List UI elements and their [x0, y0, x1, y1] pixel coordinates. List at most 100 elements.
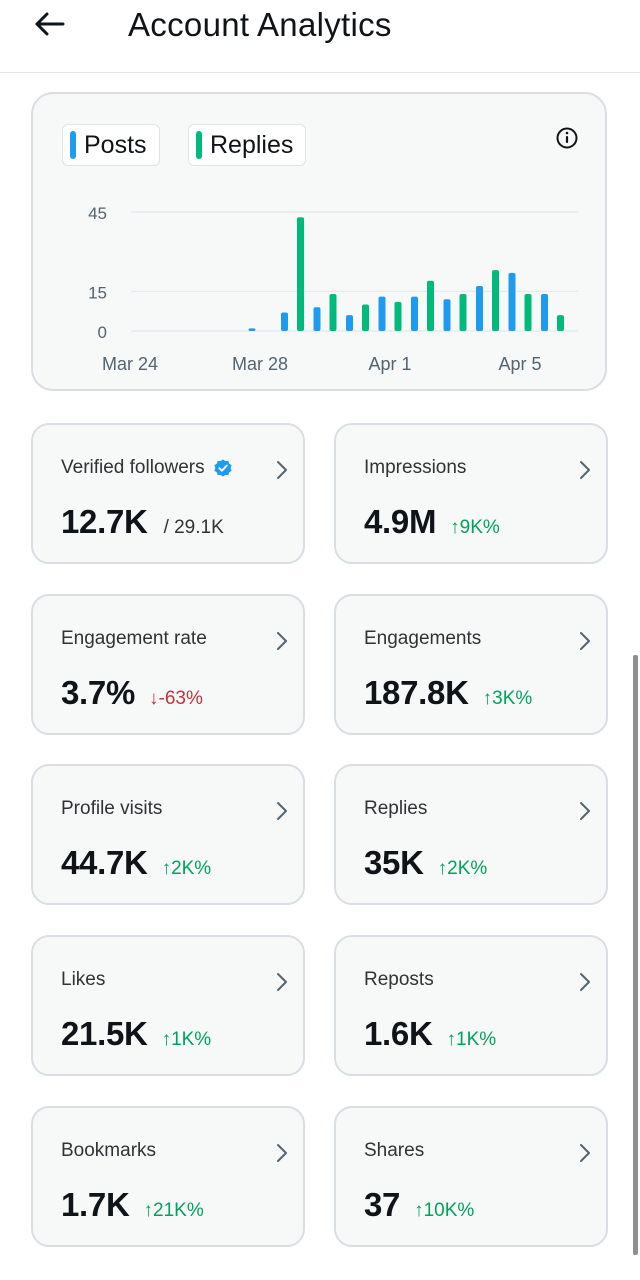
- bar-posts: [313, 307, 321, 331]
- bar-posts: [248, 328, 256, 331]
- verified-badge-icon: [213, 459, 232, 477]
- bar-posts: [378, 296, 386, 331]
- stat-card-engagement-rate[interactable]: Engagement rate 3.7% ↓-63%: [31, 594, 305, 735]
- trend-up-icon: ↑: [437, 858, 448, 879]
- stat-row: 44.7K ↑2K%: [61, 844, 211, 882]
- stat-change: ↑9K%: [450, 517, 500, 538]
- page-title: Account Analytics: [128, 6, 392, 43]
- x-tick-label: Apr 1: [368, 354, 411, 374]
- bar-replies: [492, 270, 499, 331]
- stat-label: Likes: [61, 969, 106, 990]
- stat-label: Shares: [364, 1140, 425, 1161]
- activity-bar-chart: 0 15 45 Mar 24 Mar 28 Apr 1 Apr 5: [88, 204, 578, 374]
- stat-card-verified-followers[interactable]: Verified followers 12.7K / 29.1K: [31, 423, 305, 564]
- x-tick-label: Mar 24: [102, 354, 158, 374]
- stat-row: 37 ↑10K%: [364, 1186, 474, 1224]
- bar-replies: [557, 315, 564, 331]
- chevron-right-icon: [277, 461, 287, 479]
- stat-card-likes[interactable]: Likes 21.5K ↑1K%: [31, 935, 305, 1076]
- stat-label: Verified followers: [61, 457, 233, 479]
- stat-label: Engagement rate: [61, 628, 207, 649]
- stat-label: Engagements: [364, 628, 482, 649]
- trend-up-icon: ↑: [161, 1029, 172, 1050]
- stat-value: 1.7K: [61, 1186, 130, 1223]
- stat-card-impressions[interactable]: Impressions 4.9M ↑9K%: [334, 423, 608, 564]
- stat-row: 21.5K ↑1K%: [61, 1015, 211, 1053]
- x-tick-label: Apr 5: [498, 354, 541, 374]
- y-tick-label: 0: [98, 323, 107, 342]
- trend-up-icon: ↑: [446, 1029, 457, 1050]
- posts-swatch: [70, 131, 76, 159]
- stat-label: Impressions: [364, 457, 467, 478]
- stat-value: 3.7%: [61, 674, 136, 711]
- stat-value: 187.8K: [364, 674, 469, 711]
- stat-card-shares[interactable]: Shares 37 ↑10K%: [334, 1106, 608, 1247]
- trend-up-icon: ↑: [414, 1200, 424, 1221]
- stat-card-bookmarks[interactable]: Bookmarks 1.7K ↑21K%: [31, 1106, 305, 1247]
- stat-change: ↓-63%: [149, 688, 203, 709]
- bar-replies: [459, 293, 467, 331]
- legend-replies[interactable]: Replies: [188, 124, 306, 166]
- stat-row: 4.9M ↑9K%: [364, 503, 500, 541]
- stat-change: ↑10K%: [414, 1200, 475, 1221]
- legend-posts[interactable]: Posts: [62, 124, 160, 166]
- bar-posts: [476, 286, 483, 331]
- stat-row: 35K ↑2K%: [364, 844, 487, 882]
- stat-card-profile-visits[interactable]: Profile visits 44.7K ↑2K%: [31, 764, 305, 905]
- bar-replies: [297, 217, 304, 331]
- chevron-right-icon: [277, 1144, 287, 1162]
- bar-replies: [524, 293, 532, 331]
- stat-change: ↑3K%: [482, 688, 533, 709]
- stat-row: 1.6K ↑1K%: [364, 1015, 496, 1053]
- stat-label: Replies: [364, 798, 428, 819]
- bar-posts: [346, 315, 353, 331]
- stat-change: ↑2K%: [161, 858, 212, 879]
- chart-card: 0 15 45 Mar 24 Mar 28 Apr 1 Apr 5 Posts Replie…: [31, 92, 607, 391]
- stat-value: 12.7K: [61, 503, 148, 540]
- y-tick-label: 15: [88, 283, 107, 302]
- stat-value: 37: [364, 1186, 401, 1223]
- stat-value: 1.6K: [364, 1015, 433, 1052]
- stat-card-engagements[interactable]: Engagements 187.8K ↑3K%: [334, 594, 608, 735]
- trend-up-icon: ↑: [143, 1200, 154, 1221]
- stat-card-replies[interactable]: Replies 35K ↑2K%: [334, 764, 608, 905]
- app-header: Account Analytics: [0, 0, 640, 73]
- bar-replies: [394, 301, 402, 331]
- info-icon[interactable]: [555, 126, 579, 150]
- stat-row: 1.7K ↑21K%: [61, 1186, 204, 1224]
- stat-row: 3.7% ↓-63%: [61, 674, 203, 712]
- chevron-right-icon: [580, 802, 590, 820]
- chevron-right-icon: [580, 461, 590, 479]
- stat-card-reposts[interactable]: Reposts 1.6K ↑1K%: [334, 935, 608, 1076]
- chevron-right-icon: [277, 632, 287, 650]
- bar-posts: [541, 293, 548, 331]
- legend-replies-label: Replies: [210, 130, 294, 159]
- chevron-right-icon: [580, 632, 590, 650]
- back-button[interactable]: [30, 4, 70, 44]
- stat-label-text: Verified followers: [61, 457, 205, 478]
- trend-up-icon: ↑: [161, 858, 172, 879]
- bar-replies: [362, 304, 369, 331]
- chevron-right-icon: [580, 1144, 590, 1162]
- x-tick-label: Mar 28: [232, 354, 288, 374]
- stat-label: Bookmarks: [61, 1140, 157, 1161]
- stat-change: ↑21K%: [143, 1200, 204, 1221]
- scrollbar[interactable]: [633, 655, 638, 1255]
- bar-posts: [508, 272, 516, 331]
- chevron-right-icon: [277, 973, 287, 991]
- arrow-left-icon: [35, 12, 65, 36]
- legend-posts-label: Posts: [84, 130, 147, 159]
- bar-posts: [411, 296, 418, 331]
- bar-posts: [281, 312, 288, 331]
- stat-label: Reposts: [364, 969, 434, 990]
- stat-value: 21.5K: [61, 1015, 148, 1052]
- stat-row: 187.8K ↑3K%: [364, 674, 532, 712]
- bar-posts: [443, 299, 451, 331]
- stat-value: 4.9M: [364, 503, 437, 540]
- trend-up-icon: ↑: [482, 688, 493, 709]
- stat-value: 44.7K: [61, 844, 148, 881]
- y-tick-label: 45: [88, 204, 107, 223]
- stat-label: Profile visits: [61, 798, 163, 819]
- bar-replies: [427, 280, 434, 331]
- stat-row: 12.7K / 29.1K: [61, 503, 224, 541]
